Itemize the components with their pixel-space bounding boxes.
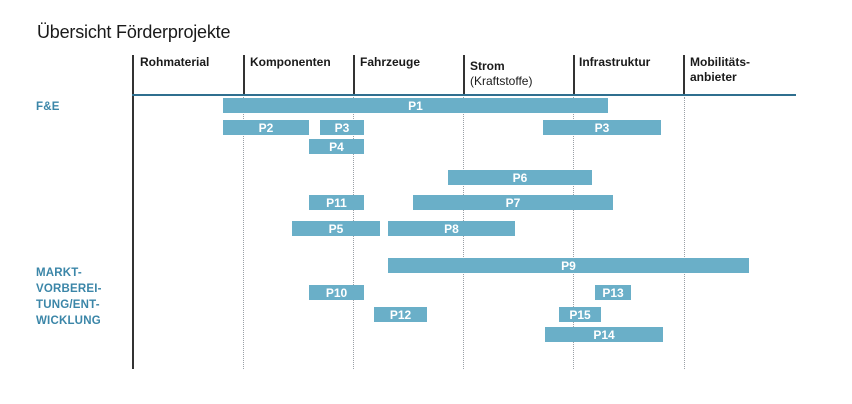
project-label: P10 bbox=[325, 285, 348, 300]
row-group-label-line: VORBEREI- bbox=[36, 283, 102, 295]
column-header-fahrzeuge: Fahrzeuge bbox=[360, 55, 420, 70]
column-header-rohmaterial: Rohmaterial bbox=[140, 55, 209, 70]
column-divider bbox=[684, 97, 685, 369]
row-group-label: F&E bbox=[36, 101, 60, 113]
header-rule bbox=[132, 94, 796, 96]
header-separator bbox=[683, 55, 685, 95]
row-group-label-line: TUNG/ENT- bbox=[36, 299, 100, 311]
project-bar-p1: P1 bbox=[223, 98, 608, 113]
project-label: P13 bbox=[602, 285, 624, 300]
column-label-line-1: Mobilitäts- bbox=[690, 55, 750, 69]
left-axis-line bbox=[132, 96, 134, 369]
project-bar-p11: P11 bbox=[309, 195, 364, 210]
column-label: Infrastruktur bbox=[579, 55, 651, 69]
column-header-komponenten: Komponenten bbox=[250, 55, 331, 70]
project-label: P3 bbox=[334, 120, 350, 135]
column-label: Komponenten bbox=[250, 55, 331, 69]
header-separator bbox=[243, 55, 245, 95]
project-bar-p14: P14 bbox=[545, 327, 663, 342]
column-label: Strom bbox=[470, 59, 505, 73]
project-label: P11 bbox=[326, 195, 347, 210]
row-group-markt: MARKT- VORBEREI- TUNG/ENT- WICKLUNG bbox=[36, 265, 102, 329]
project-label: P4 bbox=[329, 139, 344, 154]
row-group-label-line: WICKLUNG bbox=[36, 315, 101, 327]
project-bar-p7: P7 bbox=[413, 195, 613, 210]
project-bar-p15: P15 bbox=[559, 307, 601, 322]
row-group-fe: F&E bbox=[36, 99, 60, 115]
project-bar-p4: P4 bbox=[309, 139, 364, 154]
project-label: P12 bbox=[389, 307, 412, 322]
column-label: Rohmaterial bbox=[140, 55, 210, 69]
column-header-mobilitaetsanbieter: Mobilitäts- anbieter bbox=[690, 55, 750, 85]
project-label: P1 bbox=[408, 98, 423, 113]
project-label: P14 bbox=[593, 327, 615, 342]
column-divider bbox=[243, 97, 244, 369]
project-label: P3 bbox=[594, 120, 610, 135]
header-separator bbox=[463, 55, 465, 95]
column-divider bbox=[573, 97, 574, 369]
project-label: P5 bbox=[328, 221, 344, 236]
header-separator bbox=[132, 55, 134, 95]
column-header-infrastruktur: Infrastruktur bbox=[579, 55, 650, 70]
header-separator bbox=[573, 55, 575, 95]
page-title: Übersicht Förderprojekte bbox=[37, 22, 231, 42]
project-label: P15 bbox=[569, 307, 591, 322]
project-bar-p8: P8 bbox=[388, 221, 515, 236]
project-label: P9 bbox=[561, 258, 576, 273]
project-bar-p3-right: P3 bbox=[543, 120, 661, 135]
row-group-label-line: MARKT- bbox=[36, 267, 82, 279]
project-bar-p13: P13 bbox=[595, 285, 631, 300]
project-bar-p12: P12 bbox=[374, 307, 427, 322]
project-bar-p9: P9 bbox=[388, 258, 749, 273]
project-bar-p2: P2 bbox=[223, 120, 309, 135]
project-bar-p3: P3 bbox=[320, 120, 364, 135]
header-separator bbox=[353, 55, 355, 95]
project-label: P2 bbox=[258, 120, 274, 135]
project-bar-p6: P6 bbox=[448, 170, 592, 185]
column-label-line-2: anbieter bbox=[690, 70, 737, 84]
column-label: Fahrzeuge bbox=[360, 55, 421, 69]
project-label: P8 bbox=[444, 221, 459, 236]
project-label: P6 bbox=[512, 170, 528, 185]
column-header-strom: Strom (Kraftstoffe) bbox=[470, 59, 532, 89]
project-bar-p5: P5 bbox=[292, 221, 380, 236]
column-sublabel: (Kraftstoffe) bbox=[470, 74, 533, 88]
project-label: P7 bbox=[505, 195, 521, 210]
project-bar-p10: P10 bbox=[309, 285, 364, 300]
